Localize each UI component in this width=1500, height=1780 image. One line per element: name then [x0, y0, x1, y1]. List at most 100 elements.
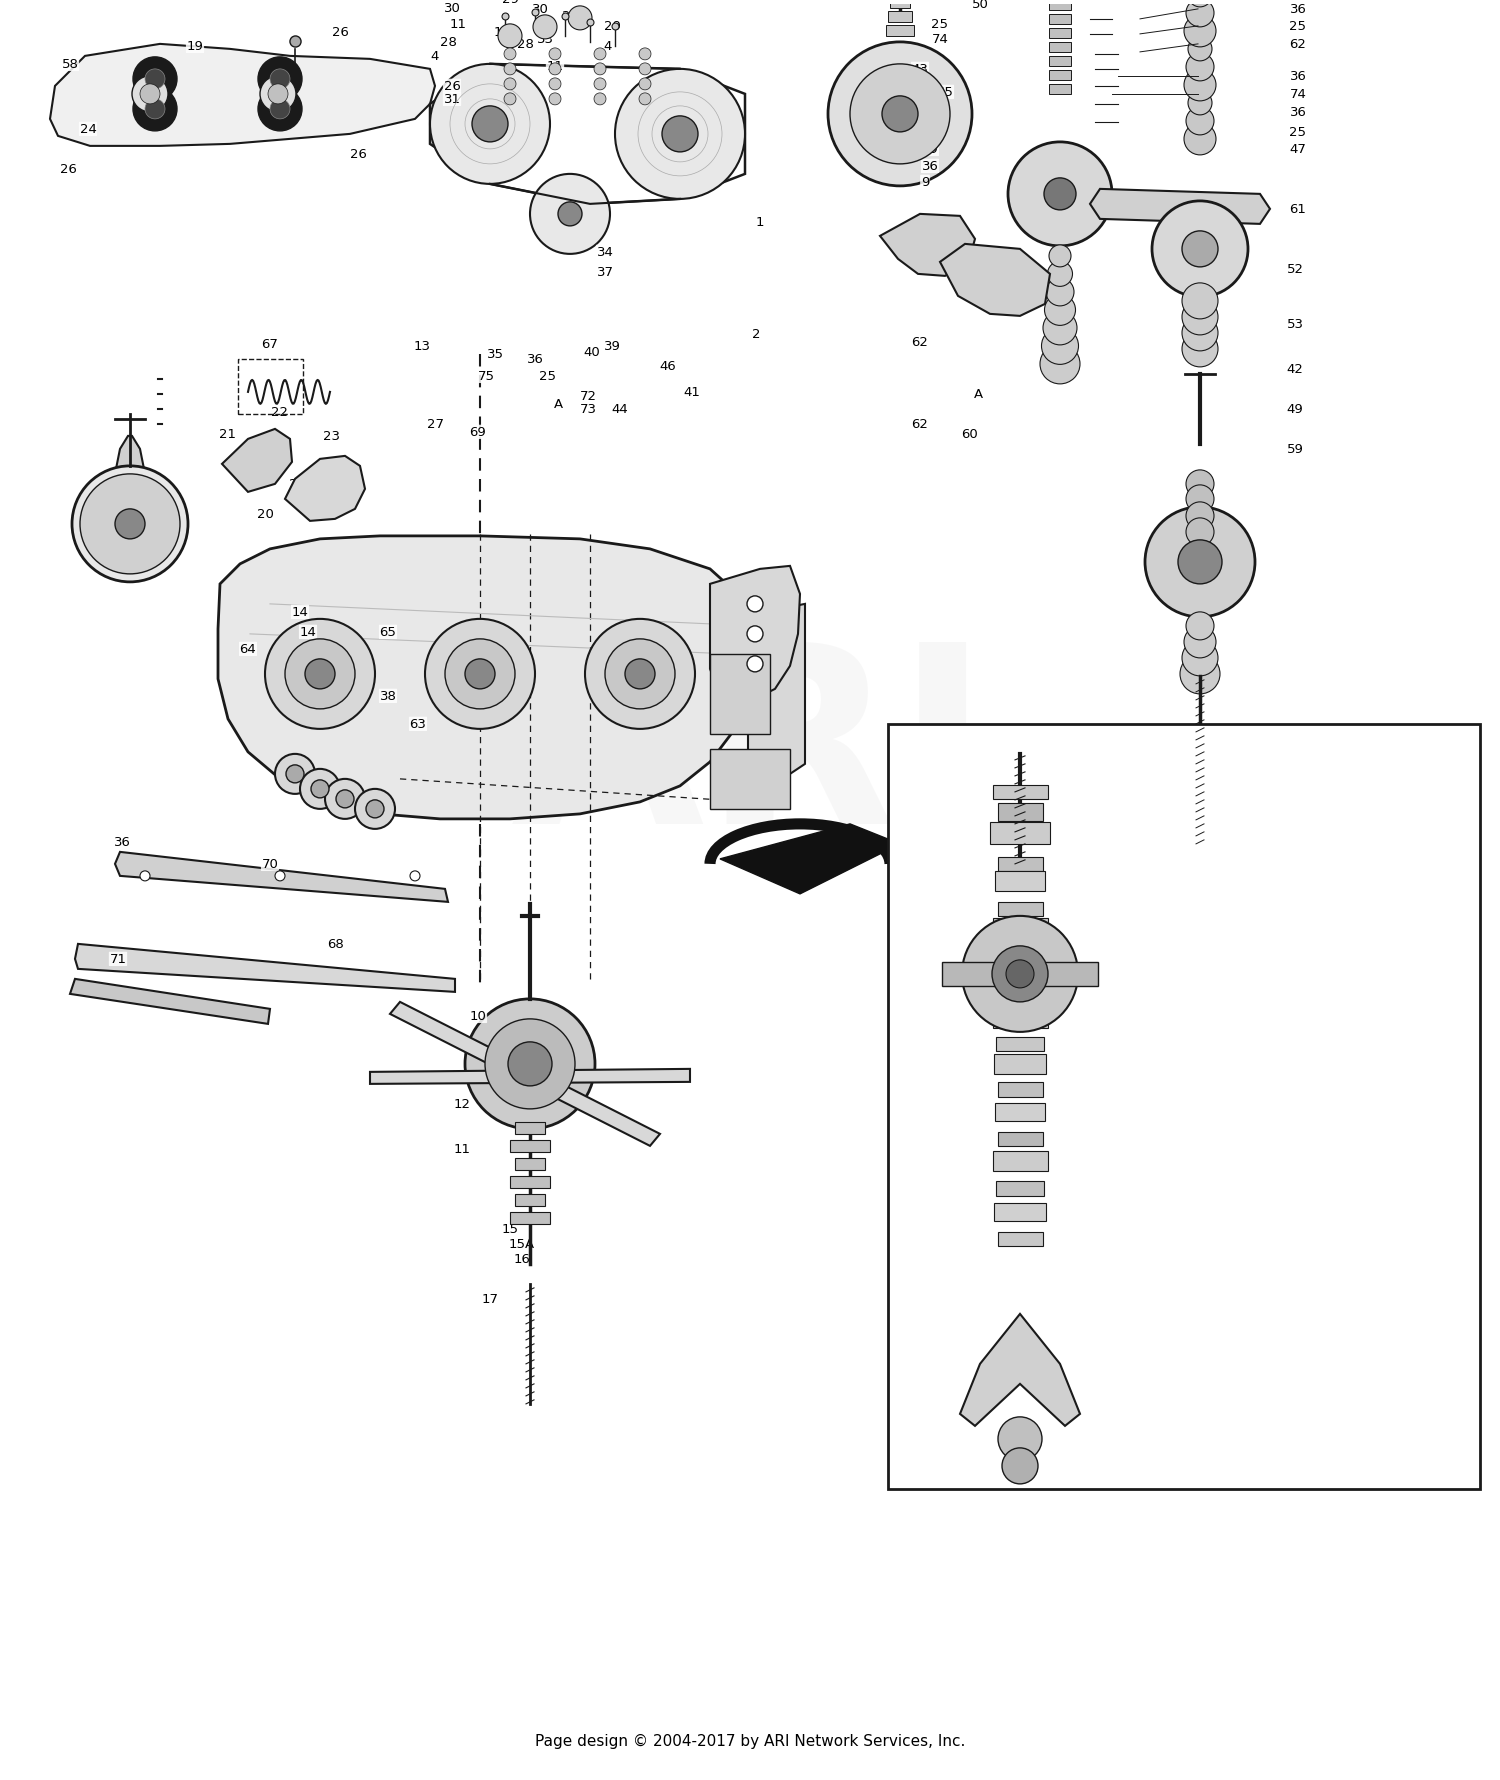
Text: 63: 63: [410, 717, 426, 732]
Circle shape: [270, 100, 290, 119]
Polygon shape: [1090, 190, 1270, 224]
Text: 20: 20: [256, 507, 273, 522]
Circle shape: [498, 25, 522, 48]
Circle shape: [747, 657, 764, 673]
Circle shape: [274, 872, 285, 881]
Circle shape: [747, 596, 764, 612]
Text: 5: 5: [1344, 890, 1353, 902]
Text: 23: 23: [324, 431, 340, 443]
Bar: [994, 872, 1045, 892]
Text: 25: 25: [932, 18, 948, 32]
Circle shape: [1046, 279, 1074, 306]
Circle shape: [1186, 109, 1214, 135]
Polygon shape: [370, 1070, 690, 1084]
Circle shape: [300, 769, 340, 810]
Text: 19: 19: [186, 41, 204, 53]
Bar: [998, 803, 1042, 821]
Text: 26: 26: [60, 164, 76, 176]
Text: 70: 70: [261, 858, 279, 870]
Circle shape: [594, 48, 606, 61]
Polygon shape: [222, 429, 292, 493]
Text: 41: 41: [684, 386, 700, 399]
Bar: [994, 1104, 1045, 1121]
Bar: [710, 749, 791, 810]
Text: 42: 42: [1287, 363, 1304, 376]
Bar: [998, 945, 1042, 959]
Text: 25: 25: [1290, 126, 1306, 139]
Polygon shape: [116, 853, 448, 902]
Text: 34: 34: [597, 246, 613, 260]
Circle shape: [146, 69, 165, 89]
Text: 29: 29: [561, 11, 579, 23]
Bar: [1048, 71, 1071, 80]
Circle shape: [258, 57, 302, 101]
Circle shape: [594, 78, 606, 91]
Text: 62: 62: [1290, 39, 1306, 52]
Circle shape: [132, 77, 168, 112]
Circle shape: [310, 780, 328, 799]
Bar: [888, 724, 1480, 1490]
Text: 27: 27: [426, 418, 444, 431]
Text: 13: 13: [414, 340, 430, 352]
Text: 73: 73: [579, 402, 597, 417]
Circle shape: [1144, 507, 1256, 618]
Circle shape: [568, 7, 592, 30]
Text: 62: 62: [912, 336, 928, 349]
Text: 11: 11: [494, 27, 510, 39]
Text: 30: 30: [444, 2, 460, 16]
Circle shape: [1008, 142, 1112, 247]
Bar: [510, 1141, 550, 1152]
Circle shape: [747, 627, 764, 643]
Text: 12: 12: [453, 1098, 471, 1111]
Polygon shape: [285, 457, 364, 522]
Text: 47: 47: [1290, 144, 1306, 157]
Text: 9: 9: [921, 176, 928, 189]
Text: 25: 25: [1290, 20, 1306, 34]
Text: 4: 4: [604, 41, 612, 53]
Circle shape: [268, 85, 288, 105]
Circle shape: [134, 87, 177, 132]
Circle shape: [1184, 627, 1216, 659]
Polygon shape: [116, 436, 146, 490]
Circle shape: [1180, 655, 1219, 694]
Bar: [990, 822, 1050, 844]
Text: 64: 64: [240, 643, 256, 657]
Circle shape: [1042, 312, 1077, 345]
Bar: [994, 1203, 1045, 1221]
Circle shape: [465, 660, 495, 689]
Circle shape: [1047, 262, 1072, 287]
Text: 30: 30: [531, 4, 549, 16]
Circle shape: [1184, 16, 1216, 48]
Bar: [1048, 43, 1071, 53]
Bar: [514, 1121, 544, 1134]
Bar: [998, 858, 1042, 872]
Text: 50: 50: [972, 0, 988, 11]
Text: 25: 25: [540, 370, 556, 383]
Bar: [1048, 28, 1071, 39]
Bar: [1048, 14, 1071, 25]
Circle shape: [1182, 283, 1218, 320]
Circle shape: [558, 203, 582, 226]
Circle shape: [258, 87, 302, 132]
Text: 6: 6: [1458, 967, 1466, 979]
Circle shape: [80, 475, 180, 575]
Circle shape: [430, 64, 550, 185]
Polygon shape: [880, 215, 975, 276]
Text: 49: 49: [1287, 402, 1304, 417]
Circle shape: [1152, 201, 1248, 297]
Bar: [1048, 85, 1071, 94]
Circle shape: [326, 780, 364, 819]
Circle shape: [304, 660, 334, 689]
Text: 62: 62: [912, 253, 928, 267]
Bar: [994, 1054, 1045, 1075]
Circle shape: [504, 78, 516, 91]
Circle shape: [1186, 612, 1214, 641]
Text: 33: 33: [537, 34, 554, 46]
Text: 36: 36: [526, 352, 543, 367]
Text: 57: 57: [1454, 1299, 1470, 1312]
Circle shape: [504, 48, 516, 61]
Polygon shape: [960, 1314, 1080, 1426]
Text: 36: 36: [1290, 107, 1306, 119]
Text: 74: 74: [932, 34, 948, 46]
Circle shape: [1182, 331, 1218, 368]
